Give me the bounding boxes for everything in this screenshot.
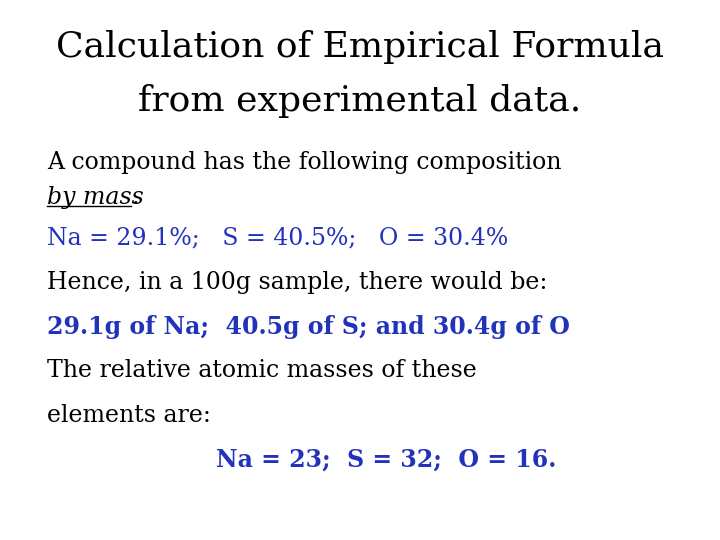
Text: A compound has the following composition: A compound has the following composition xyxy=(47,151,562,174)
Text: Calculation of Empirical Formula: Calculation of Empirical Formula xyxy=(56,30,664,64)
Text: Na = 29.1%;   S = 40.5%;   O = 30.4%: Na = 29.1%; S = 40.5%; O = 30.4% xyxy=(47,226,508,249)
Text: Hence, in a 100g sample, there would be:: Hence, in a 100g sample, there would be: xyxy=(47,271,547,294)
Text: .: . xyxy=(132,186,140,209)
Text: elements are:: elements are: xyxy=(47,403,211,427)
Text: The relative atomic masses of these: The relative atomic masses of these xyxy=(47,359,477,382)
Text: 29.1g of Na;  40.5g of S; and 30.4g of O: 29.1g of Na; 40.5g of S; and 30.4g of O xyxy=(47,315,570,339)
Text: Na = 23;  S = 32;  O = 16.: Na = 23; S = 32; O = 16. xyxy=(216,448,557,472)
Text: by mass: by mass xyxy=(47,186,143,209)
Text: from experimental data.: from experimental data. xyxy=(138,84,582,118)
